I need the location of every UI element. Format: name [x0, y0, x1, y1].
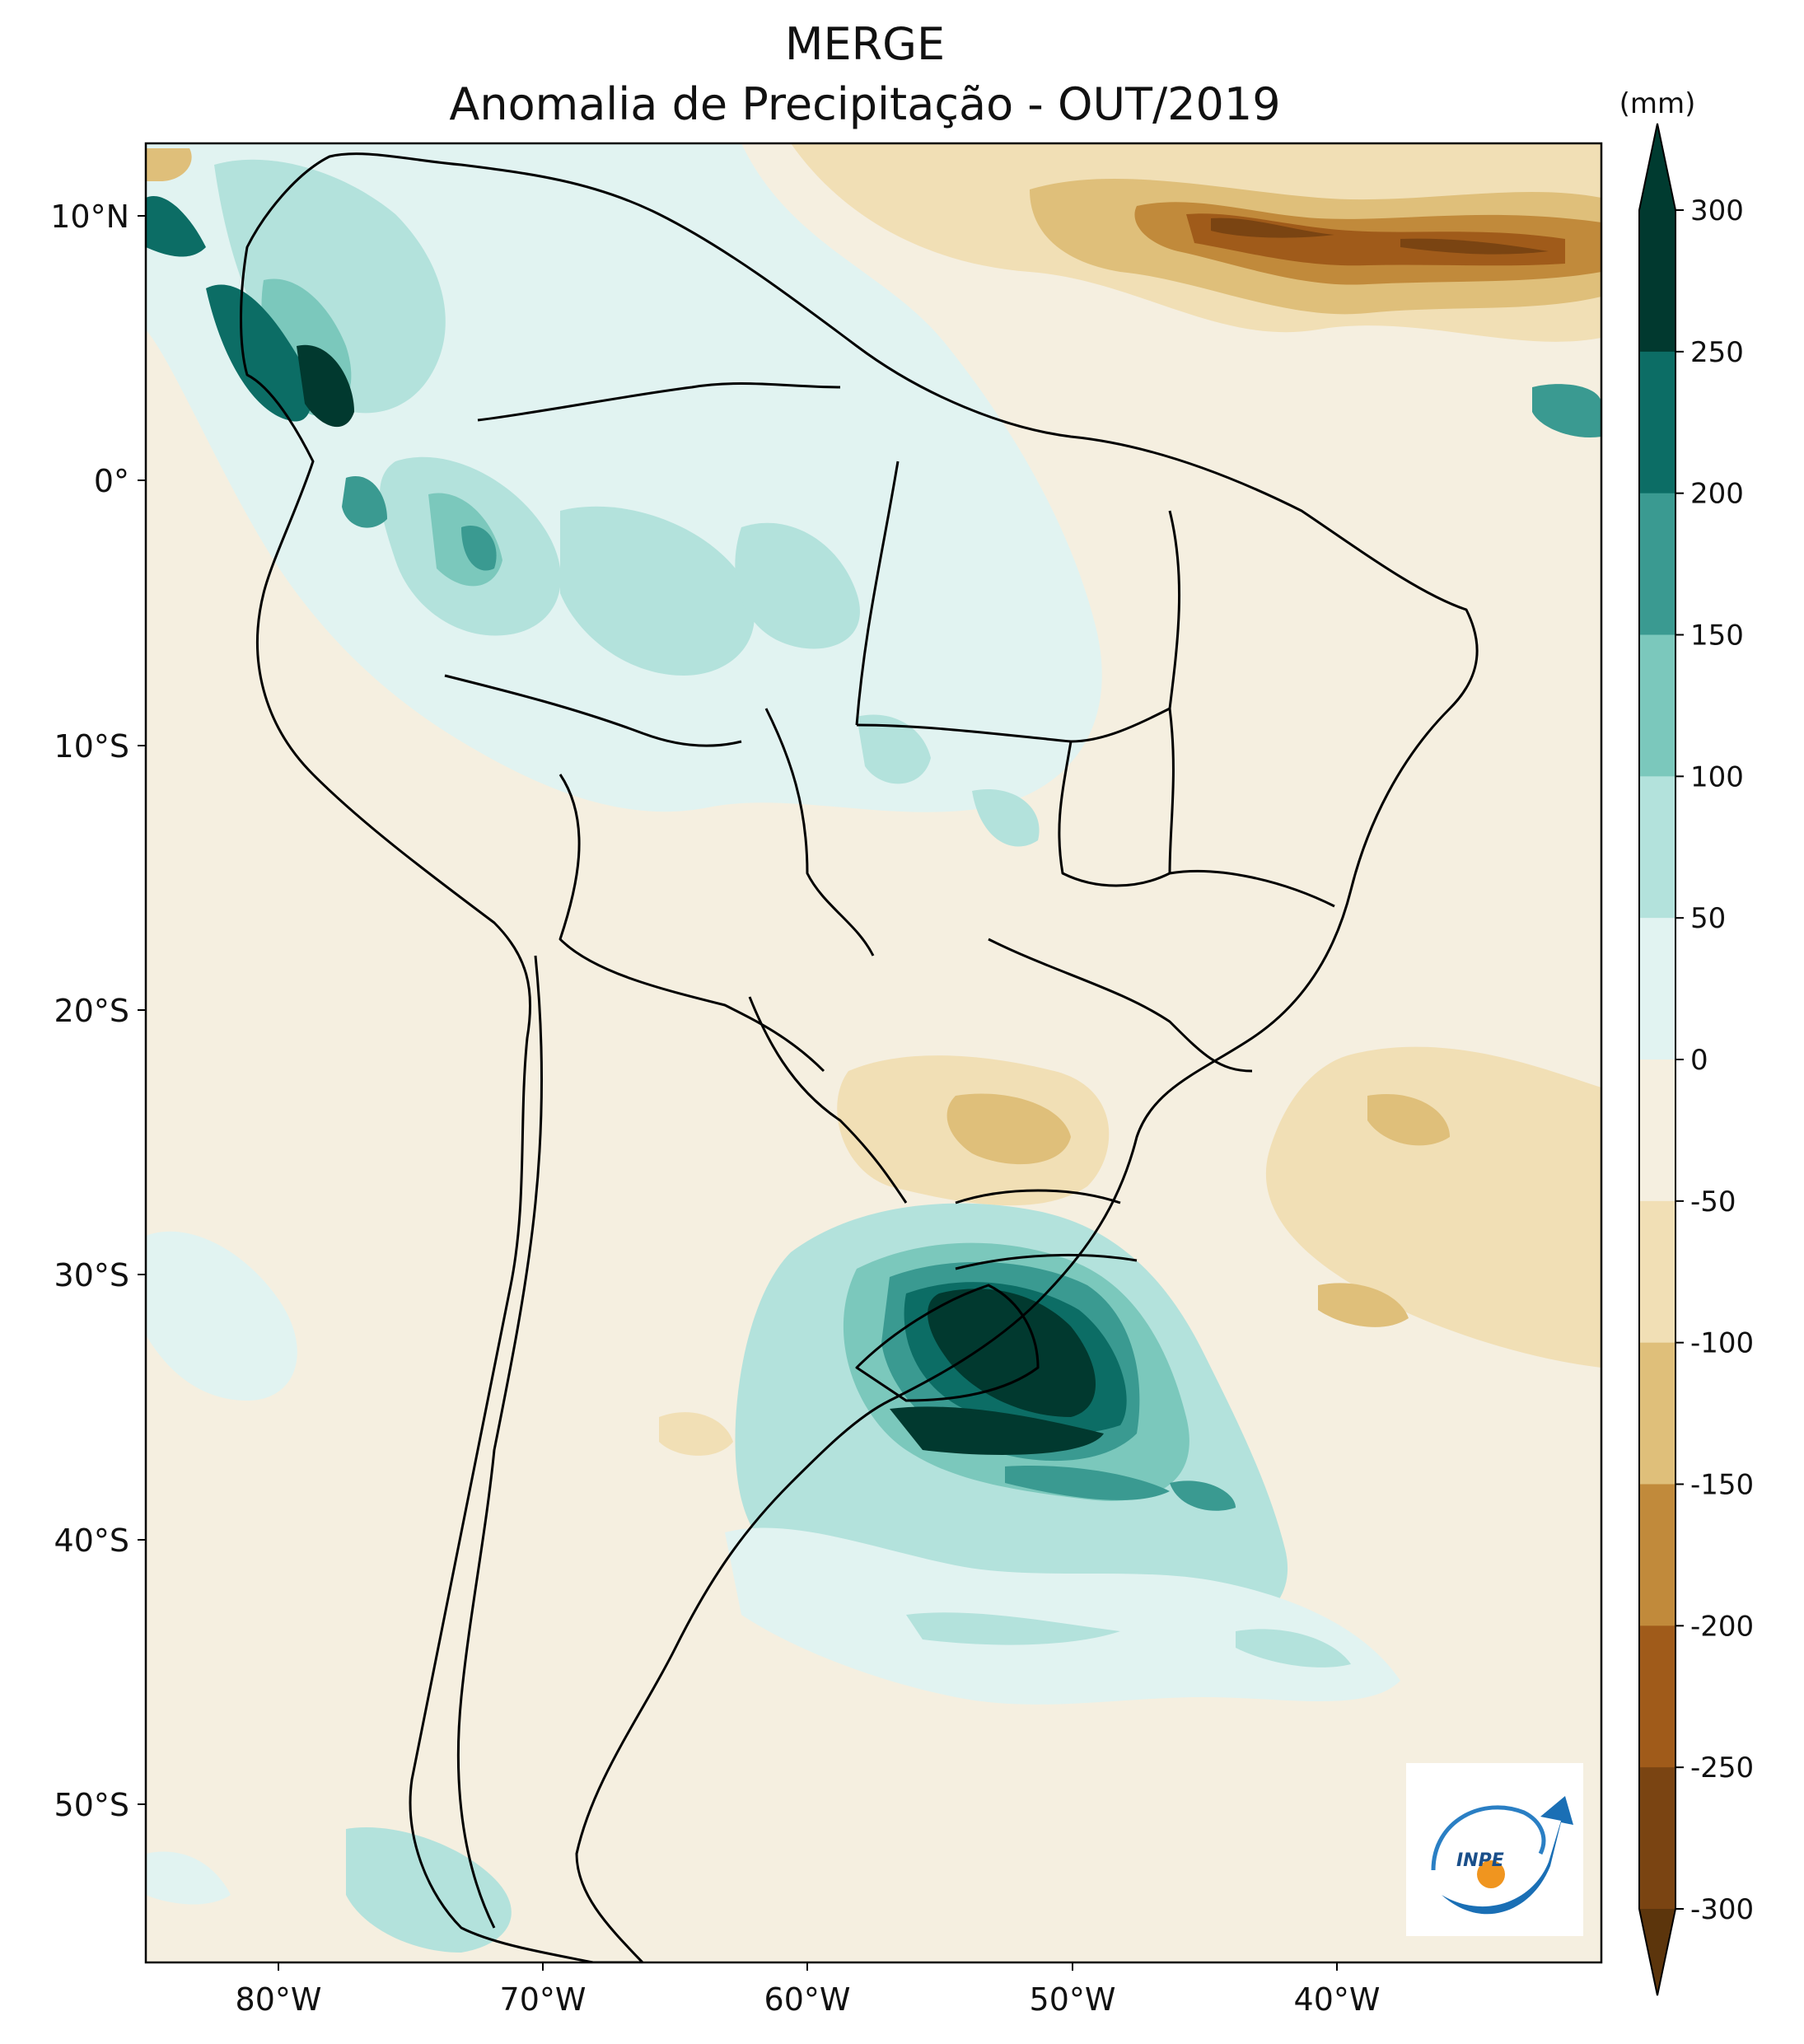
colorbar-segment	[1639, 776, 1675, 919]
lat-tick-label: 30°S	[54, 1257, 129, 1293]
logo-sun-icon	[1477, 1860, 1505, 1888]
scattered-anomalies-central	[857, 714, 1040, 847]
border-bolivia	[558, 774, 825, 1073]
logo-arrow-icon	[1442, 1796, 1573, 1915]
colorbar-segment	[1639, 1059, 1675, 1202]
colorbar-tick-label: -250	[1690, 1752, 1754, 1784]
border-paraguay	[748, 996, 908, 1204]
map-frame	[144, 142, 1603, 1964]
border-brazil-states-4	[1168, 510, 1181, 874]
border-brazil-west	[764, 708, 875, 957]
dry-anomaly-south-atlantic	[1265, 1046, 1601, 1368]
colorbar-segment	[1639, 918, 1675, 1060]
lon-tick-label: 50°W	[1030, 1981, 1116, 2018]
lat-tick-label: 50°S	[54, 1787, 129, 1823]
lon-tick-label: 80°W	[236, 1981, 322, 2018]
lon-tick-label: 40°W	[1294, 1981, 1381, 2018]
border-brazil-states-2	[855, 461, 900, 726]
logo-swoosh-icon	[1431, 1805, 1546, 1871]
colorbar-tick-label: -150	[1690, 1469, 1754, 1502]
wet-anomaly-east-atlantic	[1532, 384, 1601, 437]
borders	[240, 152, 1479, 1962]
colorbar-segment	[1639, 210, 1675, 353]
border-brazil-states-3	[1058, 741, 1171, 887]
colorbar-segment	[1639, 1342, 1675, 1485]
colorbar-tick-label: 0	[1690, 1044, 1708, 1077]
continent-outline	[240, 152, 1479, 1962]
lat-tick-label: 10°N	[50, 199, 129, 235]
wet-anomaly-rio-grande-do-sul	[735, 1203, 1288, 1636]
colorbar-tick-label: -100	[1690, 1327, 1754, 1360]
lat-tick-label: 0°	[94, 463, 129, 499]
dry-anomaly-south-brazil	[837, 1055, 1110, 1206]
border-brazil-states-1	[856, 707, 1171, 743]
wet-anomaly-north	[146, 143, 1102, 812]
colorbar-segment	[1639, 351, 1675, 494]
colorbar-tick-label: 250	[1690, 336, 1744, 369]
colorbar-tick-label: -200	[1690, 1610, 1754, 1643]
lat-tick-label: 40°S	[54, 1522, 129, 1559]
lat-axis: 10°N 0° 10°S 20°S 30°S 40°S 50°S	[50, 199, 146, 1823]
figure-subtitle: Anomalia de Precipitação - OUT/2019	[449, 78, 1280, 130]
colorbar-tick-label: 200	[1690, 478, 1744, 511]
colorbar-tick-label: 50	[1690, 902, 1726, 935]
border-south-brazil-states	[955, 1189, 1138, 1270]
map-panel	[146, 143, 1601, 1962]
colorbar-tick-label: -300	[1690, 1893, 1754, 1926]
lat-tick-label: 20°S	[54, 993, 129, 1029]
logo-text: INPE	[1456, 1850, 1504, 1871]
inpe-logo: INPE	[1406, 1763, 1583, 1936]
border-brazil-north	[477, 382, 841, 422]
colorbar-tick-label: 100	[1690, 760, 1744, 793]
dry-patch-argentina	[659, 1412, 733, 1456]
border-brazil-states-5	[1169, 869, 1335, 908]
colorbar-segment	[1639, 493, 1675, 635]
border-argentina-chile	[456, 955, 543, 1929]
colorbar-segment	[1639, 1200, 1675, 1344]
colorbar: (mm) 300 250 200 150 100 50 0 -50 -100 -150 -200 -2…	[1619, 87, 1754, 1996]
colorbar-extend-top	[1639, 124, 1675, 210]
colorbar-segment	[1639, 1484, 1675, 1626]
lon-axis: 80°W 70°W 60°W 50°W 40°W	[236, 1962, 1381, 2018]
dry-anomaly-north-atlantic	[791, 143, 1601, 342]
lat-tick-label: 10°S	[54, 728, 129, 765]
colorbar-segment	[1639, 1767, 1675, 1910]
lon-tick-label: 60°W	[764, 1981, 851, 2018]
border-brazil-states-6	[988, 938, 1253, 1073]
colorbar-tick-label: 150	[1690, 620, 1744, 652]
colorbar-segment	[1639, 1625, 1675, 1768]
colorbar-unit: (mm)	[1619, 87, 1696, 120]
wet-anomaly-south-belt	[725, 1527, 1400, 1705]
colorbar-tick-label: -50	[1690, 1186, 1736, 1218]
colorbar-extend-bottom	[1639, 1909, 1675, 1995]
wet-anomaly-south-pacific	[146, 1231, 512, 1953]
colorbar-tick-label: 300	[1690, 194, 1744, 227]
lon-tick-label: 70°W	[500, 1981, 587, 2018]
border-uruguay	[855, 1284, 1040, 1402]
colorbar-segment	[1639, 634, 1675, 777]
figure-title: MERGE	[785, 18, 945, 70]
border-amazon	[444, 674, 742, 747]
